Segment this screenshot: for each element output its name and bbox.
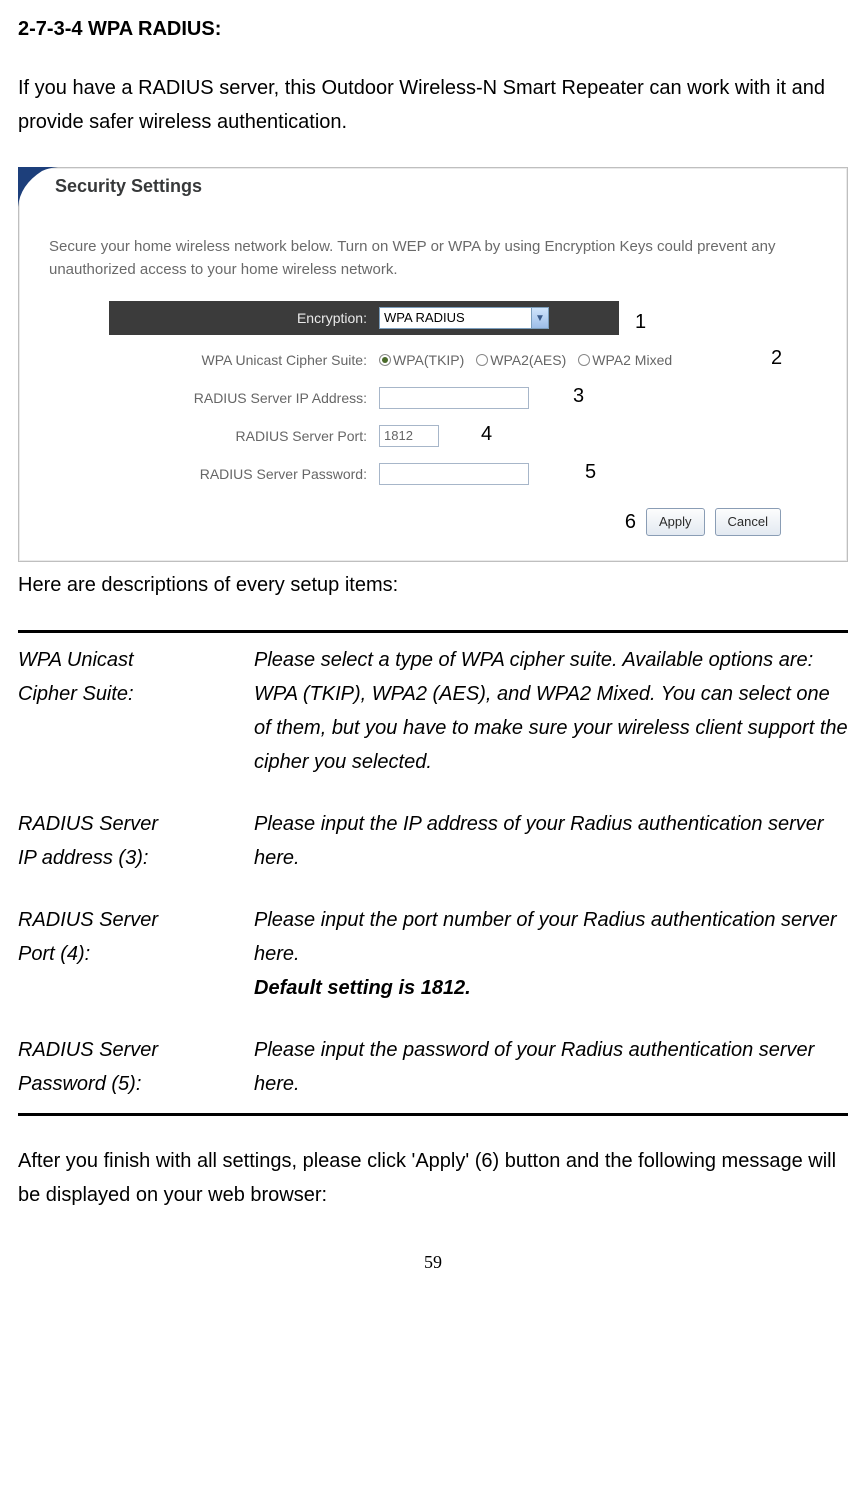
page-number: 59: [18, 1252, 848, 1273]
radio-icon: [476, 354, 488, 366]
table-text: IP address (3):: [18, 847, 148, 869]
annotation-1: 1: [635, 307, 646, 337]
intro-paragraph: If you have a RADIUS server, this Outdoo…: [18, 71, 848, 139]
radius-pw-row: RADIUS Server Password:: [49, 455, 817, 493]
cipher-radio-group: WPA(TKIP) WPA2(AES) WPA2 Mixed: [379, 350, 680, 371]
table-cell-right: Please input the port number of your Rad…: [254, 903, 848, 1005]
table-cell-right: Please select a type of WPA cipher suite…: [254, 643, 848, 779]
table-text-bold: Default setting is 1812.: [254, 977, 471, 999]
table-row: RADIUS Server IP address (3): Please inp…: [18, 807, 848, 875]
radius-pw-input[interactable]: [379, 463, 529, 485]
screenshot-body: Secure your home wireless network below.…: [19, 214, 847, 561]
table-cell-right: Please input the IP address of your Radi…: [254, 807, 848, 875]
cipher-option-mixed[interactable]: WPA2 Mixed: [578, 350, 672, 371]
annotation-5: 5: [585, 457, 596, 487]
table-text: RADIUS Server: [18, 909, 158, 931]
table-cell-left: RADIUS Server Password (5):: [18, 1033, 254, 1101]
table-text: Password (5):: [18, 1073, 141, 1095]
table-cell-left: WPA Unicast Cipher Suite:: [18, 643, 254, 779]
annotation-3: 3: [573, 381, 584, 411]
encryption-row: Encryption: WPA RADIUS ▼: [109, 301, 619, 335]
cancel-button[interactable]: Cancel: [715, 508, 781, 536]
encryption-select[interactable]: WPA RADIUS ▼: [379, 307, 549, 329]
annotation-4: 4: [481, 419, 492, 449]
screenshot-panel: Security Settings Secure your home wirel…: [18, 167, 848, 562]
screenshot-description: Secure your home wireless network below.…: [49, 236, 817, 281]
table-text: RADIUS Server: [18, 1039, 158, 1061]
table-row: RADIUS Server Port (4): Please input the…: [18, 903, 848, 1005]
cipher-label: WPA Unicast Cipher Suite:: [49, 350, 379, 371]
cipher-option-label: WPA2(AES): [490, 350, 566, 371]
radio-icon: [379, 354, 391, 366]
screenshot-title: Security Settings: [55, 176, 202, 197]
radius-port-row: RADIUS Server Port: 1812: [49, 417, 817, 455]
chevron-down-icon: ▼: [531, 308, 548, 328]
header-curve-icon: [18, 167, 58, 213]
after-paragraph: After you finish with all settings, plea…: [18, 1144, 848, 1212]
table-row: WPA Unicast Cipher Suite: Please select …: [18, 643, 848, 779]
button-row: 6 Apply Cancel: [49, 493, 817, 537]
pre-table-text: Here are descriptions of every setup ite…: [18, 568, 848, 602]
table-cell-left: RADIUS Server Port (4):: [18, 903, 254, 1005]
table-cell-left: RADIUS Server IP address (3):: [18, 807, 254, 875]
cipher-option-aes[interactable]: WPA2(AES): [476, 350, 566, 371]
cipher-option-label: WPA2 Mixed: [592, 350, 672, 371]
radius-ip-row: RADIUS Server IP Address:: [49, 379, 817, 417]
radius-port-label: RADIUS Server Port:: [49, 426, 379, 447]
table-text: RADIUS Server: [18, 813, 158, 835]
annotation-2: 2: [771, 343, 782, 373]
table-text: Cipher Suite:: [18, 683, 134, 705]
description-table: WPA Unicast Cipher Suite: Please select …: [18, 630, 848, 1116]
table-row: RADIUS Server Password (5): Please input…: [18, 1033, 848, 1101]
radius-ip-label: RADIUS Server IP Address:: [49, 388, 379, 409]
encryption-label: Encryption:: [109, 308, 379, 329]
cipher-row: WPA Unicast Cipher Suite: WPA(TKIP) WPA2…: [49, 341, 817, 379]
cipher-option-label: WPA(TKIP): [393, 350, 464, 371]
table-cell-right: Please input the password of your Radius…: [254, 1033, 848, 1101]
apply-button[interactable]: Apply: [646, 508, 705, 536]
radio-icon: [578, 354, 590, 366]
radius-pw-label: RADIUS Server Password:: [49, 464, 379, 485]
encryption-value: WPA RADIUS: [384, 308, 465, 328]
annotation-6: 6: [625, 507, 636, 537]
cipher-option-tkip[interactable]: WPA(TKIP): [379, 350, 464, 371]
radius-ip-input[interactable]: [379, 387, 529, 409]
section-heading: 2-7-3-4 WPA RADIUS:: [18, 18, 848, 41]
radius-port-input[interactable]: 1812: [379, 425, 439, 447]
screenshot-header: Security Settings: [19, 168, 847, 214]
table-text: WPA Unicast: [18, 649, 134, 671]
table-text: Port (4):: [18, 943, 90, 965]
table-text: Please input the port number of your Rad…: [254, 909, 837, 965]
